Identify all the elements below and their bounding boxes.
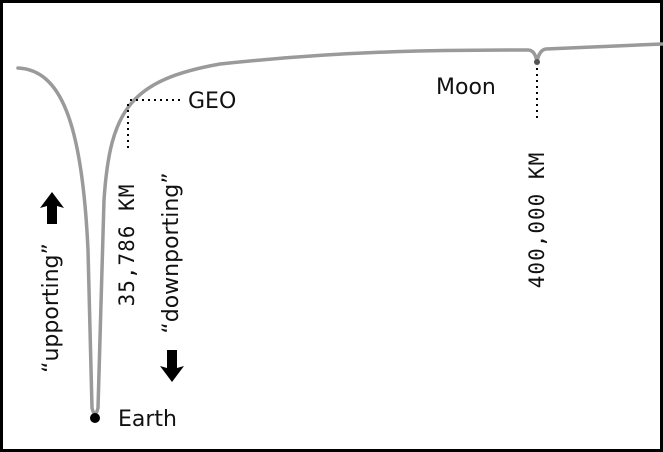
earth-label: Earth [118,407,177,432]
geo-label: GEO [188,89,236,114]
moon-dot [534,59,540,65]
down-arrow [160,350,184,382]
moon-label: Moon [436,75,496,100]
up-arrow [40,192,64,224]
moon-distance-label: 400,000 KM [525,152,549,288]
gravity-well-curve [16,42,663,416]
downporting-label: “downporting” [159,172,184,333]
upporting-label: “upporting” [39,243,64,373]
guide-lines [127,68,538,150]
geo-distance-label: 35,786 KM [115,184,139,307]
earth-dot [90,413,100,423]
